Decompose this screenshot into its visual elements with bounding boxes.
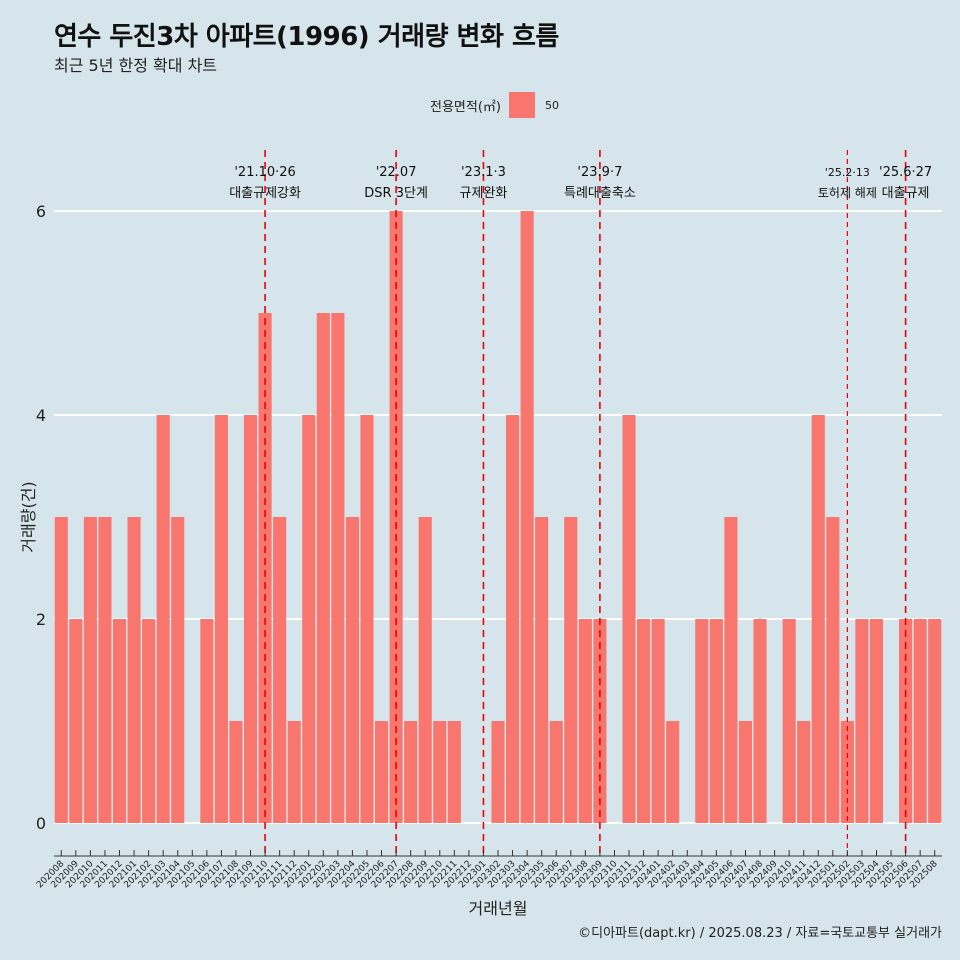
bar bbox=[345, 517, 359, 823]
event-date-label: '23.1·3 bbox=[461, 165, 506, 180]
bar bbox=[331, 313, 345, 823]
bar bbox=[913, 619, 927, 823]
legend-entry-label: 50 bbox=[544, 98, 559, 112]
bar bbox=[651, 619, 665, 823]
bar-layer bbox=[54, 211, 942, 823]
bar bbox=[928, 619, 942, 823]
y-tick-label: 2 bbox=[36, 610, 46, 629]
bar bbox=[229, 721, 243, 823]
legend-swatch bbox=[508, 92, 535, 118]
event-layer: '21.10·26 대출규제강화 '22.07 DSR 3단계 '23.1·3 규제완화 '… bbox=[229, 150, 932, 856]
event-name-label: 대출규제 bbox=[882, 186, 930, 201]
event-name-label: DSR 3단계 bbox=[364, 186, 428, 201]
bar bbox=[258, 313, 272, 823]
y-tick-label: 6 bbox=[36, 202, 46, 221]
bar bbox=[782, 619, 796, 823]
bar bbox=[316, 313, 330, 823]
event-name-label: 대출규제강화 bbox=[229, 186, 301, 201]
bar bbox=[142, 619, 156, 823]
bar bbox=[360, 415, 374, 823]
bar bbox=[69, 619, 83, 823]
event-date-label: '25.2·13 bbox=[825, 166, 870, 179]
event-date-label: '21.10·26 bbox=[234, 165, 295, 180]
y-tick-label: 0 bbox=[36, 814, 46, 833]
bar bbox=[535, 517, 549, 823]
legend-title: 전용면적(㎡) bbox=[430, 99, 501, 115]
bar bbox=[112, 619, 127, 823]
y-tick-label: 4 bbox=[36, 406, 46, 425]
bar bbox=[855, 619, 869, 823]
bar bbox=[549, 721, 563, 823]
bar bbox=[374, 721, 389, 823]
bar bbox=[738, 721, 753, 823]
bar bbox=[506, 415, 520, 823]
bar bbox=[98, 517, 112, 823]
bar bbox=[156, 415, 170, 823]
chart-subtitle: 최근 5년 한정 확대 차트 bbox=[54, 56, 218, 75]
bar bbox=[709, 619, 723, 823]
source-caption: ©디아파트(dapt.kr) / 2025.08.23 / 자료=국토교통부 실… bbox=[578, 926, 942, 941]
bar bbox=[404, 721, 418, 823]
bar bbox=[797, 721, 811, 823]
bar bbox=[564, 517, 578, 823]
event-date-label: '23.9·7 bbox=[577, 165, 622, 180]
bar bbox=[418, 517, 432, 823]
bar bbox=[83, 517, 97, 823]
bar bbox=[243, 415, 258, 823]
bar bbox=[578, 619, 592, 823]
bar bbox=[127, 517, 141, 823]
bar bbox=[520, 211, 534, 823]
event-name-label: 토허제 해제 bbox=[818, 186, 877, 200]
bar bbox=[171, 517, 185, 823]
bar bbox=[491, 721, 505, 823]
bar bbox=[811, 415, 825, 823]
bar bbox=[287, 721, 301, 823]
bar bbox=[753, 619, 767, 823]
bar bbox=[637, 619, 651, 823]
event-name-label: 특례대출축소 bbox=[564, 186, 636, 201]
event-name-label: 규제완화 bbox=[460, 186, 508, 201]
bar bbox=[214, 415, 228, 823]
event-date-label: '22.07 bbox=[376, 165, 417, 180]
bar bbox=[302, 415, 316, 823]
bar bbox=[826, 517, 840, 823]
chart-title: 연수 두진3차 아파트(1996) 거래량 변화 흐름 bbox=[54, 22, 559, 52]
bar bbox=[200, 619, 214, 823]
legend: 전용면적(㎡) 50 bbox=[430, 92, 559, 118]
bar bbox=[724, 517, 738, 823]
y-axis-title: 거래량(건) bbox=[19, 481, 38, 552]
bar bbox=[695, 619, 709, 823]
bar bbox=[54, 517, 68, 823]
bar bbox=[869, 619, 884, 823]
event-date-label: '25.6·27 bbox=[879, 165, 932, 180]
bar bbox=[622, 415, 636, 823]
bar bbox=[273, 517, 287, 823]
bar bbox=[433, 721, 447, 823]
bar bbox=[666, 721, 680, 823]
x-axis-title: 거래년월 bbox=[469, 899, 528, 918]
bar bbox=[447, 721, 461, 823]
